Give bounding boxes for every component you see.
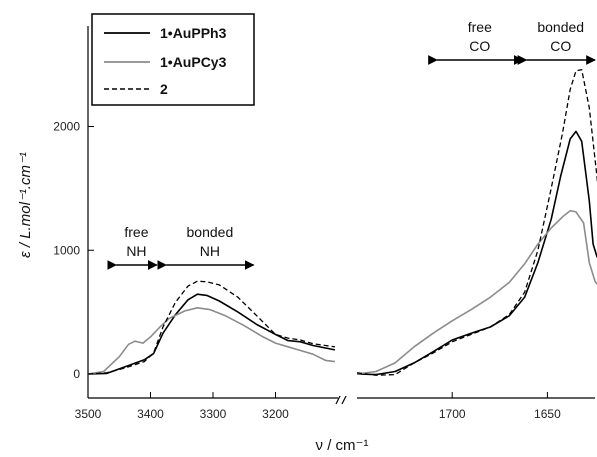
annotation-label-line2: NH [200, 243, 220, 259]
x-tick-label: 3500 [75, 407, 102, 421]
legend: 1•AuPPh3 1•AuPCy3 2 [91, 13, 255, 106]
y-tick-label: 0 [73, 367, 80, 381]
legend-label-3: 2 [160, 81, 168, 97]
annotation-label-line2: NH [126, 243, 146, 259]
x-tick-label: 3200 [262, 407, 289, 421]
annotation-group: free NH bonded NH free CO bonded CO [107, 19, 596, 270]
x-tick-label: 3300 [200, 407, 227, 421]
legend-label-2: 1•AuPCy3 [160, 54, 227, 70]
series-line-1-segment-2 [356, 130, 597, 376]
x-tick-label: 3400 [137, 407, 164, 421]
annotation-label-line2: CO [550, 38, 571, 54]
series-group [87, 68, 597, 376]
series-line-3-segment-1 [87, 280, 335, 375]
annotation-label-line1: free [468, 19, 492, 35]
x-tick-label: 1700 [439, 407, 466, 421]
annotation-label-line1: bonded [187, 224, 234, 240]
y-tick-label: 1000 [53, 243, 80, 257]
y-tick-label: 2000 [53, 120, 80, 134]
annotation-label-line2: CO [469, 38, 490, 54]
x-axis-title: ν / cm⁻¹ [316, 437, 369, 454]
series-line-3-segment-2 [356, 68, 597, 376]
annotation-label-line1: bonded [537, 19, 584, 35]
series-line-2-segment-1 [87, 307, 336, 375]
curve-break-gap [339, 300, 355, 396]
legend-label-1: 1•AuPPh3 [160, 25, 227, 41]
annotation-label-line1: free [124, 224, 148, 240]
y-axis-title: ε / L.mol⁻¹.cm⁻¹ [17, 152, 34, 258]
series-line-1-segment-1 [87, 293, 336, 375]
ticks-group: 0 1000 2000 3500 3400 3300 3200 1700 1650 [53, 120, 561, 422]
legend-box [91, 13, 255, 106]
x-tick-label: 1650 [534, 407, 561, 421]
series-line-2-segment-2 [356, 209, 597, 375]
